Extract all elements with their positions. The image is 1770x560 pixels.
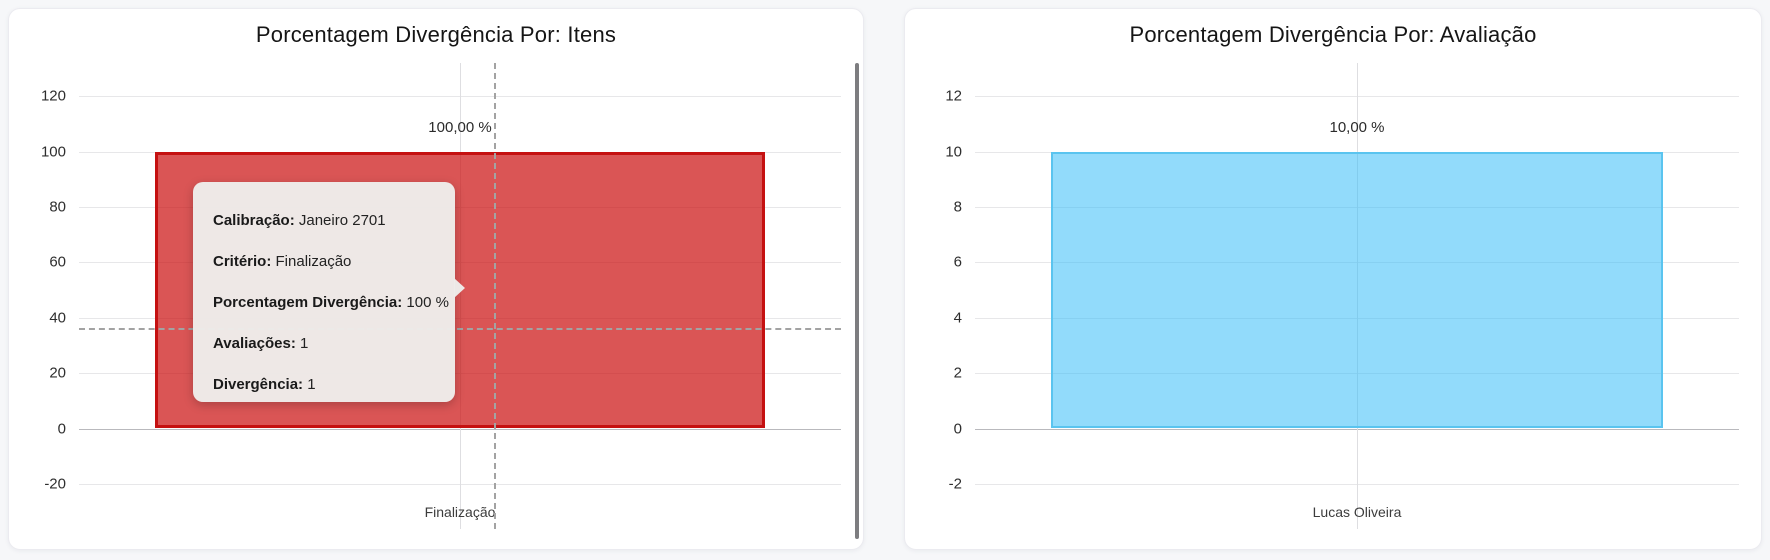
y-tick-label-80: 80 bbox=[49, 198, 66, 216]
tooltip-row: Avaliações: 1 bbox=[213, 334, 437, 354]
tooltip-row-value: 1 bbox=[300, 335, 309, 352]
tooltip-row-label: Avaliações: bbox=[213, 335, 300, 352]
plot-area-avaliacao: 12 10 8 6 4 2 0 -2 10,00 % Lucas Oliveira bbox=[945, 63, 1739, 529]
y-tick-label-10: 10 bbox=[945, 143, 962, 161]
tooltip-row-value: Finalização bbox=[275, 253, 352, 270]
crosshair-vertical bbox=[494, 63, 497, 529]
y-tick-label--20: -20 bbox=[44, 475, 66, 493]
y-tick-label-40: 40 bbox=[49, 309, 66, 327]
x-category-label: Finalização bbox=[424, 504, 496, 520]
tooltip-row-value: Janeiro 2701 bbox=[298, 212, 386, 229]
vertical-scrollbar[interactable] bbox=[855, 63, 859, 539]
chart-panel-avaliacao: Porcentagem Divergência Por: Avaliação 1… bbox=[904, 8, 1762, 550]
bar-value-label: 10,00 % bbox=[1329, 118, 1385, 136]
tooltip-arrow bbox=[454, 278, 465, 298]
tooltip-row: Divergência: 1 bbox=[213, 375, 437, 395]
y-tick-label-120: 120 bbox=[40, 87, 66, 105]
y-tick-label-0: 0 bbox=[953, 420, 962, 437]
y-tick-label-60: 60 bbox=[49, 253, 66, 271]
bar-Lucas Oliveira[interactable] bbox=[1051, 151, 1663, 429]
tooltip-row: Calibração: Janeiro 2701 bbox=[213, 211, 437, 231]
x-category-label: Lucas Oliveira bbox=[1312, 504, 1402, 520]
tooltip-row-label: Critério: bbox=[213, 253, 276, 270]
y-tick-label-20: 20 bbox=[49, 364, 66, 382]
y-tick-label-8: 8 bbox=[953, 198, 962, 216]
y-tick-label--2: -2 bbox=[948, 475, 962, 493]
chart-tooltip: Calibração: Janeiro 2701 Critério: Finali… bbox=[193, 182, 465, 402]
y-tick-label-0: 0 bbox=[57, 420, 66, 437]
tooltip-row-label: Divergência: bbox=[213, 376, 308, 393]
tooltip-row: Critério: Finalização bbox=[213, 252, 437, 272]
chart-title-avaliacao: Porcentagem Divergência Por: Avaliação bbox=[1129, 22, 1537, 47]
tooltip-row-label: Porcentagem Divergência: bbox=[213, 294, 407, 311]
y-tick-label-2: 2 bbox=[953, 364, 962, 382]
tooltip-row-value: 1 bbox=[307, 376, 316, 393]
chart-title-itens: Porcentagem Divergência Por: Itens bbox=[255, 22, 617, 47]
y-tick-label-6: 6 bbox=[953, 253, 962, 271]
y-tick-label-12: 12 bbox=[945, 87, 962, 105]
chart-panel-itens: Porcentagem Divergência Por: Itens 120 10… bbox=[8, 8, 864, 550]
y-tick-label-4: 4 bbox=[953, 309, 962, 327]
y-tick-label-100: 100 bbox=[40, 143, 66, 161]
crosshair-horizontal bbox=[79, 327, 841, 330]
tooltip-row-value: 100 % bbox=[406, 294, 449, 311]
tooltip-row-label: Calibração: bbox=[213, 212, 299, 229]
tooltip-row: Porcentagem Divergência: 100 % bbox=[213, 293, 449, 313]
bar-value-label: 100,00 % bbox=[428, 118, 492, 136]
